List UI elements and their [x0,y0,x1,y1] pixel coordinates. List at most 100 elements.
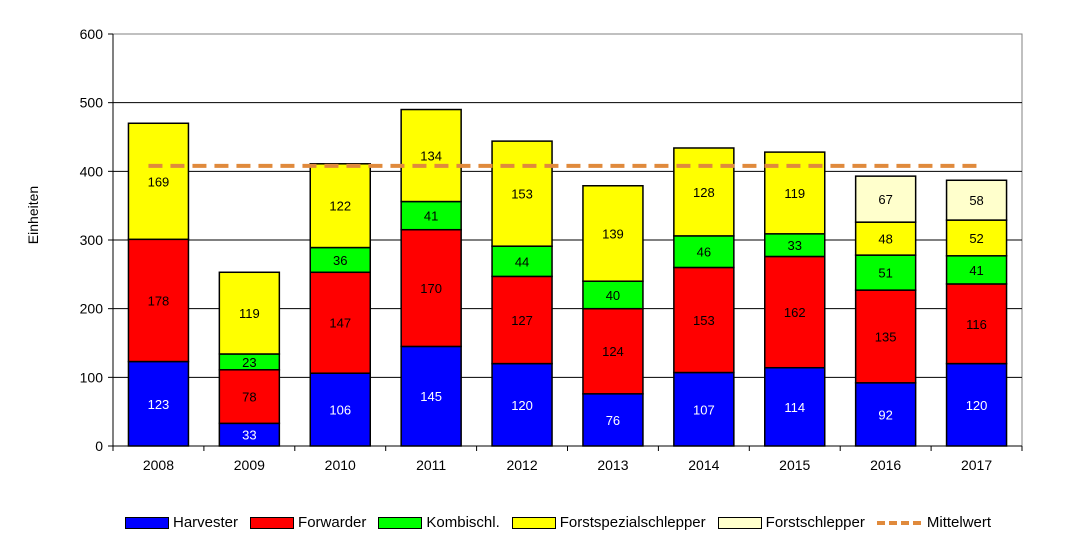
legend-swatch [250,516,295,529]
bar-stack-2017: 120 116 41 52 58 [945,179,1008,447]
bar-segment [582,393,644,447]
data-label: 147 [329,316,351,331]
bar-segment [127,122,190,241]
legend-item: Kombischl. [378,514,500,531]
bar-stacks: 123 178 169 33 78 23 119 106 147 36 122 145 170 41 134… [127,108,1008,447]
data-label: 145 [420,389,442,404]
bar-segment [582,185,644,282]
legend-swatch [511,516,556,529]
legend-label: Kombischl. [426,514,500,531]
data-label: 153 [511,187,533,202]
bar-stack-2015: 114 162 33 119 [764,151,826,447]
legend-swatch [378,516,423,529]
data-label: 119 [784,186,805,201]
bar-segment [309,271,371,374]
bar-segment [309,163,371,249]
y-axis-label: Einheiten [25,186,41,244]
bar-stack-2013: 76 124 40 139 [582,185,644,447]
data-label: 41 [969,263,983,278]
bar-segment [491,140,553,247]
x-tick-label: 2010 [325,457,356,473]
bar-segment [400,200,462,231]
data-label: 139 [602,226,624,241]
data-label: 52 [969,231,983,246]
legend-swatch [125,516,169,529]
bar-stack-2008: 123 178 169 [127,122,190,447]
legend-item: Forstspezialschlepper [511,514,706,531]
data-label: 124 [602,344,624,359]
data-label: 119 [239,306,260,321]
data-label: 48 [878,232,892,247]
data-label: 58 [969,193,983,208]
bar-segment [400,108,462,203]
bar-segment [309,246,371,274]
bar-segment [673,266,735,374]
data-label: 106 [329,403,351,418]
data-label: 135 [875,329,897,344]
bar-stack-2010: 106 147 36 122 [309,163,371,447]
x-tick-label: 2016 [870,457,901,473]
data-label: 170 [420,281,442,296]
axes: 0 100 200 300 400 500 600 2008 2009 2010 2011 2012 2… [80,26,1023,473]
legend-label: Forstspezialschlepper [559,514,706,531]
data-label: 41 [424,209,438,224]
bar-segment [491,275,553,365]
x-tick-label: 2014 [688,457,719,473]
data-label: 122 [329,199,351,214]
bar-stack-2009: 33 78 23 119 [218,271,281,447]
bar-segment [945,255,1008,285]
data-label: 114 [784,400,805,415]
legend-item: Harvester [125,514,238,531]
legend-label: Forstschlepper [765,514,865,531]
data-label: 123 [148,397,170,412]
data-label: 92 [878,407,892,422]
bar-segment [309,372,371,447]
y-tick-label: 0 [95,438,103,454]
data-label: 33 [242,428,256,443]
bar-stack-2014: 107 153 46 128 [673,147,735,447]
bar-segment [945,362,1008,447]
legend-dashed-line [876,520,921,525]
x-tick-label: 2017 [961,457,992,473]
bar-segment [945,283,1008,365]
bar-segment [854,254,917,291]
bar-segment [218,271,281,355]
data-label: 78 [242,390,256,405]
x-tick-label: 2012 [506,457,537,473]
bar-segment [127,238,190,363]
data-label: 127 [511,313,533,328]
bar-segment [945,179,1008,221]
bar-segment [854,175,917,223]
x-tick-label: 2008 [143,457,174,473]
data-label: 120 [966,398,988,413]
data-label: 36 [333,253,347,268]
bar-segment [945,219,1008,257]
y-tick-label: 100 [80,369,104,385]
x-tick-label: 2015 [779,457,810,473]
data-label: 23 [242,355,256,370]
y-tick-label: 400 [80,163,104,179]
data-label: 153 [693,313,715,328]
data-label: 40 [606,288,620,303]
data-label: 120 [511,398,533,413]
bar-segment [218,369,281,425]
data-label: 162 [784,305,806,320]
y-tick-label: 600 [80,26,104,42]
legend-item-mean: Mittelwert [876,514,991,531]
stacked-bar-chart: 123 178 169 33 78 23 119 106 147 36 122 145 170 41 134… [25,26,1023,473]
legend-item: Forwarder [250,514,366,531]
bar-segment [764,255,826,369]
bar-segment [582,307,644,395]
bar-segment [854,289,917,384]
data-label: 33 [788,238,802,253]
y-tick-label: 200 [80,301,104,317]
bar-stack-2016: 92 135 51 48 67 [854,175,917,447]
bar-segment [673,235,735,269]
data-label: 76 [606,413,620,428]
data-label: 51 [878,266,892,281]
data-label: 116 [966,317,987,332]
legend-item: Forstschlepper [717,514,865,531]
bar-stack-2012: 120 127 44 153 [491,140,553,447]
data-label: 46 [697,245,711,260]
x-tick-label: 2013 [597,457,628,473]
